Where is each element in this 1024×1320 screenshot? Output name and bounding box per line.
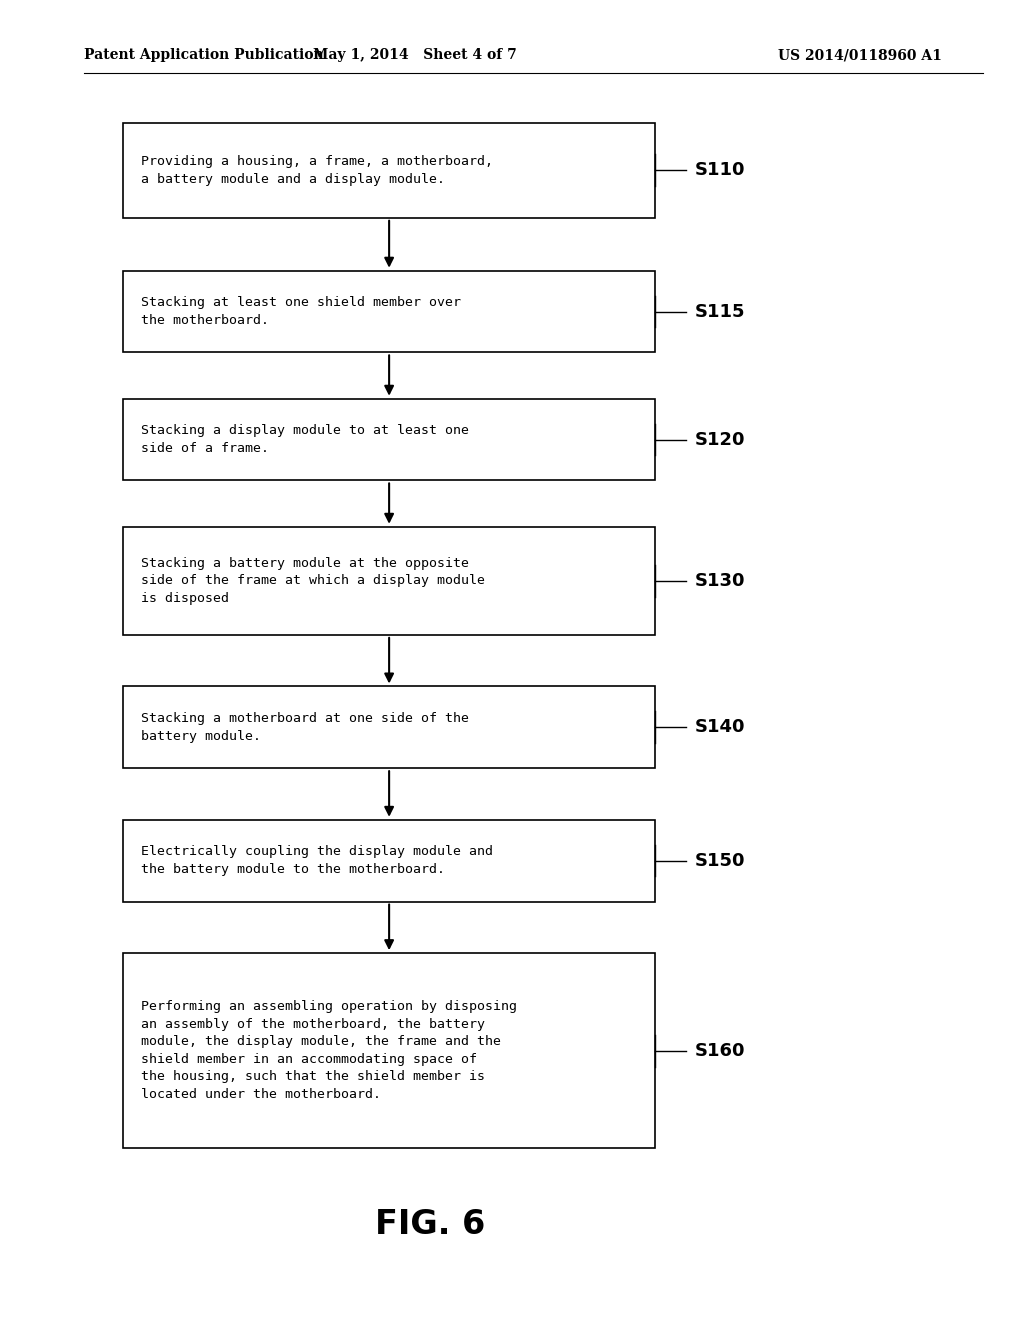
Text: Stacking a battery module at the opposite
side of the frame at which a display m: Stacking a battery module at the opposit… — [141, 557, 485, 605]
Text: Stacking a motherboard at one side of the
battery module.: Stacking a motherboard at one side of th… — [141, 711, 469, 743]
Text: Electrically coupling the display module and
the battery module to the motherboa: Electrically coupling the display module… — [141, 845, 494, 876]
Text: US 2014/0118960 A1: US 2014/0118960 A1 — [778, 49, 942, 62]
Text: S160: S160 — [694, 1041, 744, 1060]
Text: S150: S150 — [694, 851, 744, 870]
Bar — [123, 123, 655, 218]
Text: S110: S110 — [694, 161, 744, 180]
Text: Stacking at least one shield member over
the motherboard.: Stacking at least one shield member over… — [141, 296, 461, 327]
Bar — [123, 271, 655, 352]
Text: Patent Application Publication: Patent Application Publication — [84, 49, 324, 62]
Bar — [123, 686, 655, 768]
Text: S120: S120 — [694, 430, 744, 449]
Text: Performing an assembling operation by disposing
an assembly of the motherboard, : Performing an assembling operation by di… — [141, 1001, 517, 1101]
Text: S130: S130 — [694, 572, 744, 590]
Bar — [123, 399, 655, 480]
Text: S115: S115 — [694, 302, 744, 321]
Bar — [123, 820, 655, 902]
Text: S140: S140 — [694, 718, 744, 737]
Text: Providing a housing, a frame, a motherboard,
a battery module and a display modu: Providing a housing, a frame, a motherbo… — [141, 154, 494, 186]
Bar — [123, 527, 655, 635]
Bar — [123, 953, 655, 1148]
Text: FIG. 6: FIG. 6 — [375, 1209, 485, 1241]
Text: Stacking a display module to at least one
side of a frame.: Stacking a display module to at least on… — [141, 424, 469, 455]
Text: May 1, 2014   Sheet 4 of 7: May 1, 2014 Sheet 4 of 7 — [313, 49, 516, 62]
